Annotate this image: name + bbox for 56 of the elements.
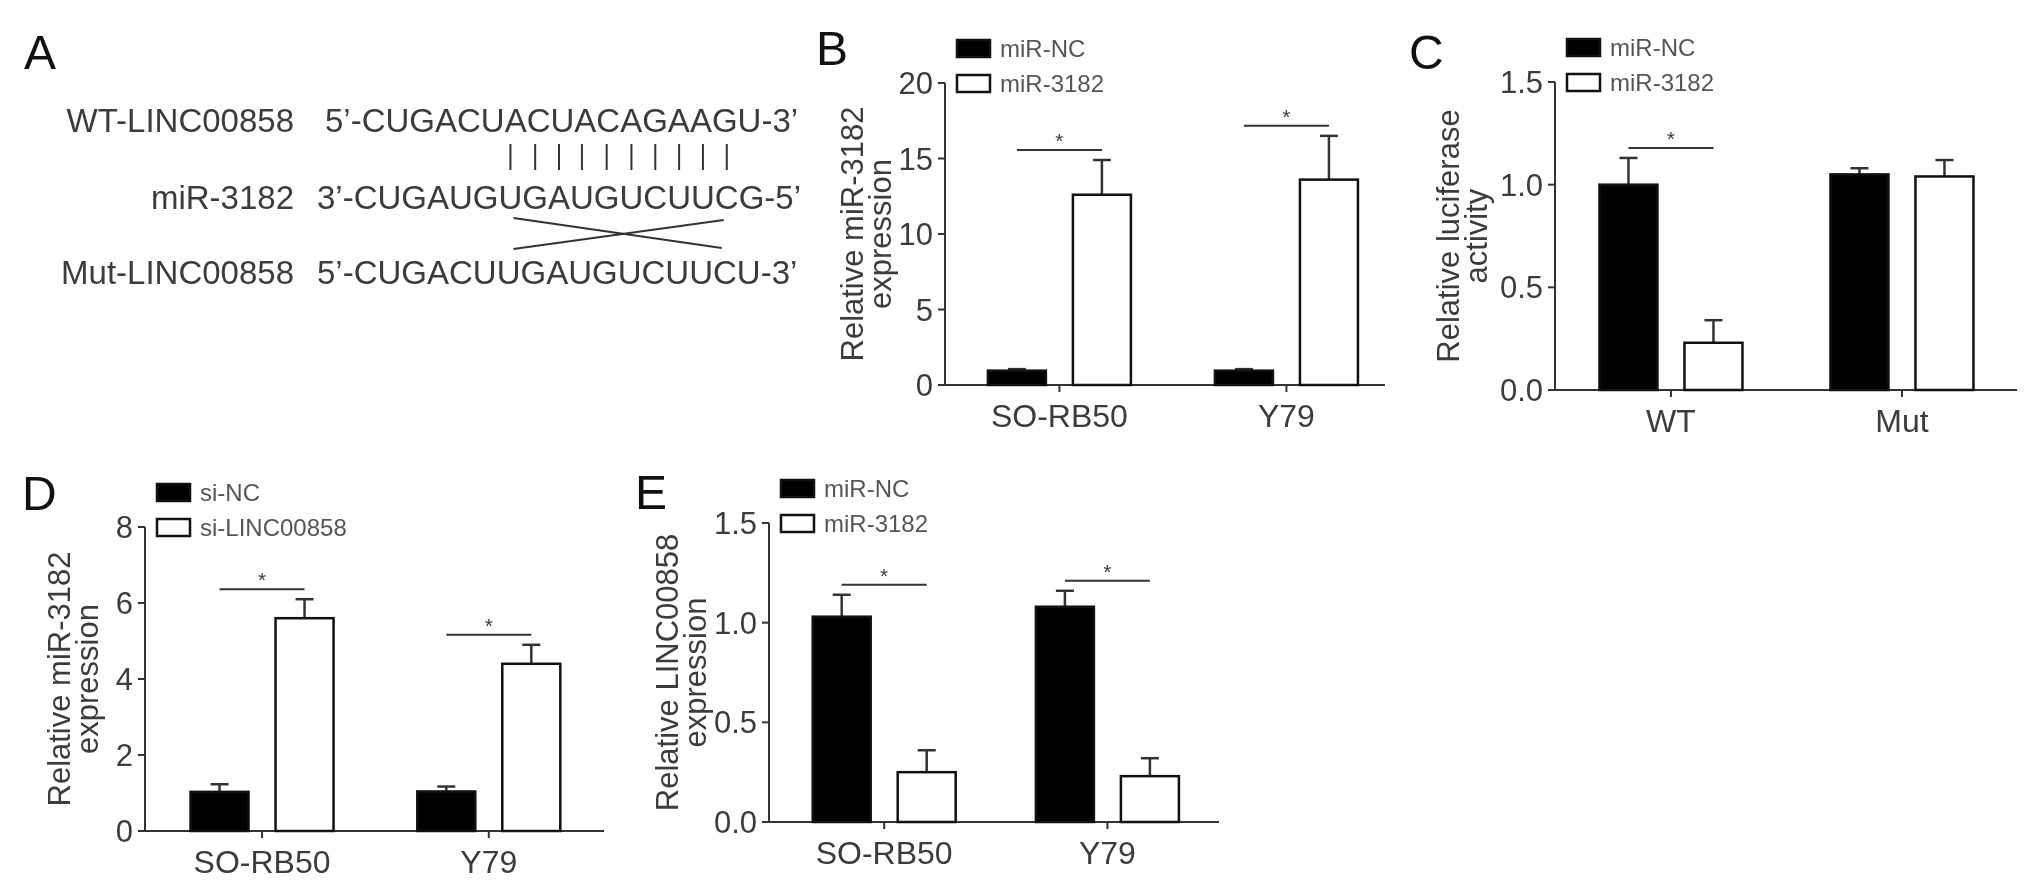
x-tick-label: WT [1646,403,1696,439]
y-axis-title: Relative luciferase activity [1431,109,1494,363]
y-tick-label: 0.5 [713,705,757,741]
y-tick-label: 1.0 [713,605,757,641]
y-tick-label: 5 [915,292,933,328]
y-tick-label: 1.0 [1499,167,1543,203]
chart-title: B [816,22,849,75]
legend-label: miR-3182 [1610,69,1715,96]
text: A [24,26,57,79]
legend-label: miR-NC [824,475,910,502]
text: miR-3182 [150,179,294,216]
legend-label: miR-NC [1000,35,1086,62]
y-tick-label: 20 [898,66,933,101]
legend-label: miR-NC [1610,34,1696,61]
y-tick-label: 0.0 [713,805,757,840]
y-tick-label: 0 [915,368,933,403]
y-tick-label: 6 [115,586,133,621]
text: Mut-LINC00858 [61,254,294,291]
y-axis-title: Relative miR-3182 expression [835,106,898,362]
legend-label: miR-3182 [1000,70,1105,97]
chart-title: E [635,466,668,519]
x-tick-label: Y79 [1078,835,1136,871]
annotation: * [484,613,493,637]
chart-title: C [1409,26,1444,79]
x-tick-label: Y79 [460,844,518,880]
y-tick-label: 4 [115,662,133,697]
legend-label: si-LINC00858 [200,514,347,541]
annotation: * [1666,126,1676,150]
y-tick-label: 1.5 [713,506,757,541]
text: WT-LINC00858 [66,102,294,139]
annotation: * [257,568,267,592]
x-tick-label: SO-RB50 [193,844,331,880]
text: 3’-CUGAUGUGAUGUCUUCG-5’ [317,179,802,216]
y-tick-label: 2 [115,738,133,773]
y-tick-label: 0.5 [1499,270,1543,306]
text: 5’-CUGACUACUACAGAAGU-3’ [325,102,799,139]
legend-label: miR-3182 [824,510,929,537]
y-axis-title: Relative LINC00858 expression [650,533,713,812]
x-tick-label: SO-RB50 [990,398,1128,434]
y-tick-label: 1.5 [1499,65,1543,100]
x-tick-label: Y79 [1257,398,1315,434]
y-tick-label: 15 [898,141,933,177]
text: 5’-CUGACUUGAUGUCUUCU-3’ [317,254,798,291]
chart-title: D [22,467,57,520]
y-axis-title: Relative miR-3182 expression [42,551,105,807]
annotation: * [1055,129,1064,153]
y-tick-label: 0.0 [1499,373,1543,408]
y-tick-label: 0 [115,814,133,849]
y-tick-label: 10 [898,217,933,252]
annotation: * [1282,104,1291,128]
x-tick-label: SO-RB50 [815,835,953,871]
annotation: * [880,563,889,587]
x-tick-label: Mut [1875,403,1929,439]
legend-label: si-NC [200,479,260,506]
annotation: * [1103,559,1112,583]
y-tick-label: 8 [115,510,133,545]
